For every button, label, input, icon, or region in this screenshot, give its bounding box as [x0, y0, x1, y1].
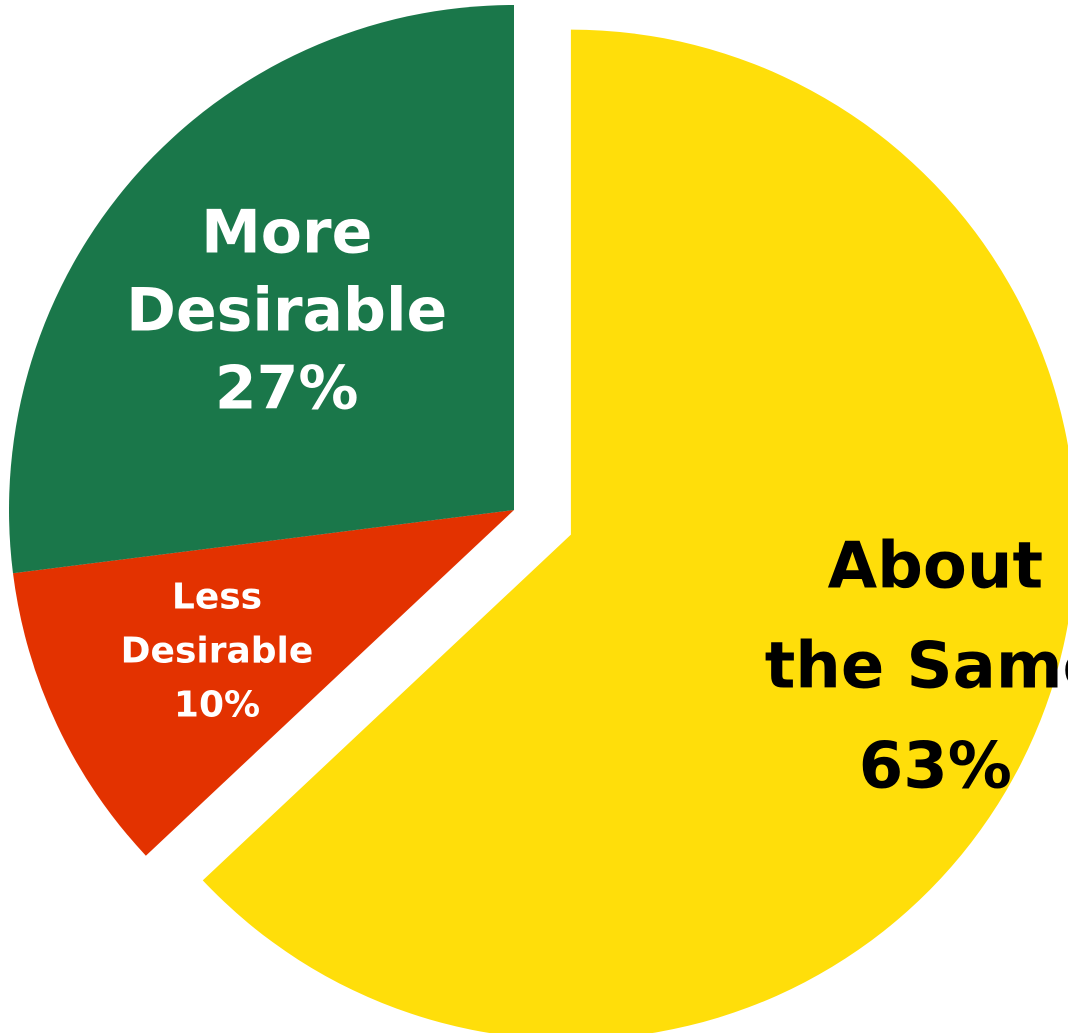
- pie-slice-less-desirable: [12, 510, 514, 856]
- slice-category-label: Less: [172, 576, 262, 617]
- pie-slice-about-the-same: [202, 29, 1068, 1033]
- slice-value-label: 63%: [859, 729, 1012, 803]
- slice-category-label: More: [201, 198, 372, 268]
- pie-labels: About the Same 63% Less Desirable 10% More Desi…: [121, 198, 1068, 804]
- slice-category-label: Desirable: [121, 630, 314, 671]
- slice-label-more-desirable: More Desirable 27%: [126, 198, 447, 424]
- slice-label-less-desirable: Less Desirable 10%: [121, 576, 314, 725]
- slice-category-label: About: [828, 529, 1043, 603]
- pie-slices: [8, 5, 1068, 1033]
- slice-category-label: the Same: [765, 629, 1068, 703]
- slice-value-label: 27%: [215, 354, 359, 424]
- pie-slice-more-desirable: [8, 5, 514, 574]
- slice-value-label: 10%: [174, 684, 260, 725]
- slice-category-label: Desirable: [126, 276, 447, 346]
- slice-label-about-the-same: About the Same 63%: [765, 529, 1068, 803]
